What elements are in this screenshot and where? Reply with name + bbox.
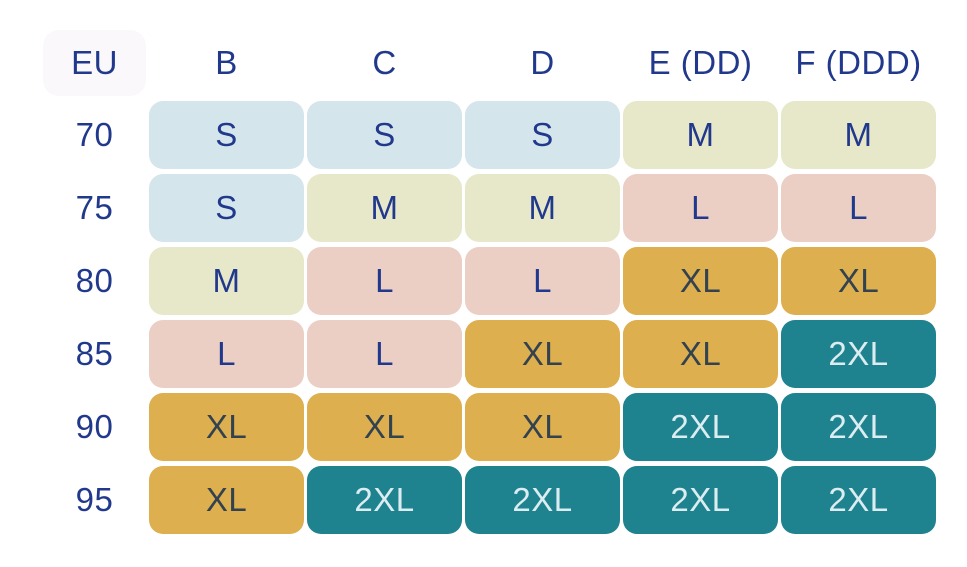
corner-header-label: EU [71,44,118,81]
size-cell: 2XL [781,466,936,534]
row-label: 75 [75,189,114,226]
size-cell: XL [149,466,304,534]
size-cell: L [307,247,462,315]
size-cell: XL [623,320,778,388]
row-label: 80 [75,262,114,299]
column-header: F (DDD) [795,44,922,81]
size-cell: L [465,247,620,315]
size-cell: L [623,174,778,242]
size-cell: 2XL [465,466,620,534]
row-label: 70 [75,116,114,153]
size-cell: M [149,247,304,315]
size-cell: M [623,101,778,169]
row-label: 95 [75,481,114,518]
size-cell: XL [465,320,620,388]
row-label: 90 [75,408,114,445]
corner-header-cell: EU [43,30,146,96]
size-cell: L [149,320,304,388]
size-cell: XL [623,247,778,315]
size-cell: 2XL [781,320,936,388]
size-cell: XL [781,247,936,315]
column-header: B [215,44,238,81]
size-cell: M [307,174,462,242]
size-cell: 2XL [307,466,462,534]
size-cell: L [307,320,462,388]
size-cell: 2XL [781,393,936,461]
row-label: 85 [75,335,114,372]
size-cell: L [781,174,936,242]
column-header: C [372,44,397,81]
column-header: E (DD) [648,44,753,81]
size-cell: XL [465,393,620,461]
size-cell: M [781,101,936,169]
size-cell: 2XL [623,393,778,461]
size-cell: S [307,101,462,169]
size-cell: XL [307,393,462,461]
size-cell: S [149,174,304,242]
size-cell: XL [149,393,304,461]
size-cell: M [465,174,620,242]
column-header: D [530,44,555,81]
size-cell: 2XL [623,466,778,534]
size-cell: S [465,101,620,169]
size-cell: S [149,101,304,169]
